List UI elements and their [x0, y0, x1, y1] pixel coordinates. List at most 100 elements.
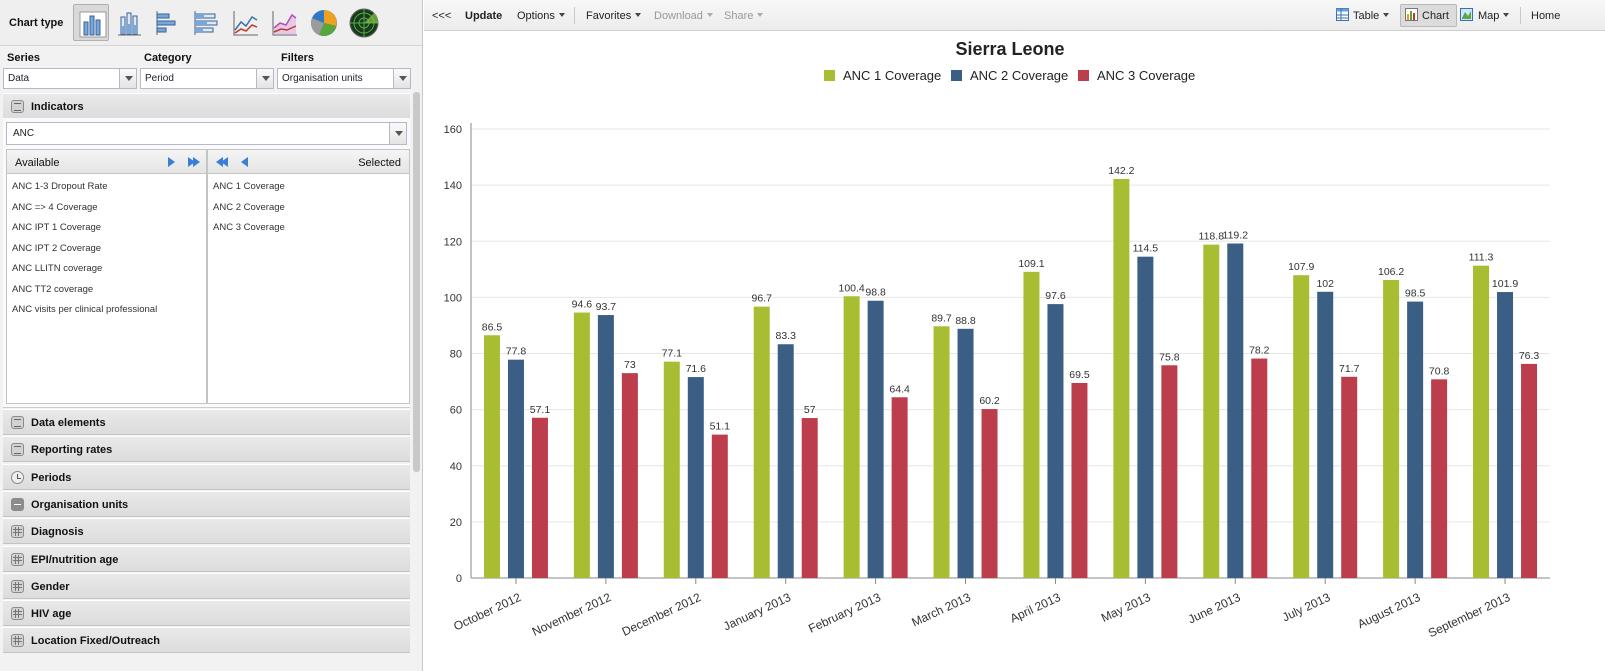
x-tick-label: July 2013 [1280, 590, 1333, 625]
accordion-diagnosis[interactable]: Diagnosis [3, 518, 410, 545]
accordion-gender[interactable]: Gender [3, 572, 410, 599]
download-label: Download [654, 10, 703, 22]
available-item[interactable]: ANC => 4 Coverage [12, 201, 98, 213]
available-item[interactable]: ANC visits per clinical professional [12, 304, 158, 315]
data-label: 109.1 [1018, 258, 1044, 270]
radar-chart-icon [349, 8, 379, 38]
accordion-label: Gender [31, 580, 70, 593]
bar-chart-button[interactable] [149, 4, 185, 41]
bar [1071, 382, 1088, 578]
available-item[interactable]: ANC LLITN coverage [12, 263, 103, 274]
collapse-button[interactable]: <<< [432, 10, 452, 22]
legend-swatch [951, 70, 962, 81]
available-item[interactable]: ANC IPT 2 Coverage [12, 242, 102, 254]
y-tick-label: 120 [444, 236, 462, 248]
stacked-column-chart-icon [118, 12, 141, 36]
data-label: 100.4 [838, 282, 864, 294]
pie-chart-button[interactable] [306, 4, 342, 41]
chart-type-bar: Chart type [0, 0, 422, 46]
bar [1161, 365, 1178, 578]
select-all-arrow-icon[interactable] [188, 157, 195, 167]
chevron-down-icon[interactable] [389, 123, 406, 144]
accordion-indicators[interactable]: Indicators [3, 93, 410, 119]
chevron-down-icon[interactable] [393, 69, 410, 88]
indicator-group-select[interactable]: ANC [6, 122, 407, 145]
series-select[interactable]: Data [3, 68, 137, 89]
radar-chart-button[interactable] [346, 4, 382, 41]
accordion-label: Periods [31, 471, 72, 484]
data-label: 97.6 [1045, 290, 1066, 302]
download-menu[interactable]: Download [654, 10, 713, 22]
data-label: 57.1 [530, 404, 551, 416]
available-item[interactable]: ANC TT2 coverage [12, 283, 94, 295]
accordion-indicators-label: Indicators [31, 101, 84, 113]
chevron-down-icon[interactable] [119, 69, 136, 88]
table-button[interactable]: Table [1353, 10, 1389, 22]
available-item[interactable]: ANC 1-3 Dropout Rate [12, 181, 108, 192]
chart-type-label: Chart type [9, 17, 64, 29]
stacked-column-chart-button[interactable] [111, 4, 147, 41]
series-label: Series [7, 52, 41, 64]
data-label: 88.8 [955, 315, 976, 327]
accordion-data-elements[interactable]: Data elements [3, 409, 410, 435]
accordion-label: Data elements [31, 417, 106, 429]
filters-select[interactable]: Organisation units [277, 68, 411, 89]
accordion-epi-nutrition-age[interactable]: EPI/nutrition age [3, 545, 410, 572]
deselect-all-arrow-icon[interactable] [221, 157, 228, 167]
grid-icon [11, 634, 24, 648]
share-menu[interactable]: Share [724, 10, 763, 22]
y-tick-label: 40 [450, 461, 462, 473]
area-chart-button[interactable] [266, 4, 302, 41]
accordion-reporting-rates[interactable]: Reporting rates [3, 436, 410, 463]
data-label: 75.8 [1159, 351, 1180, 363]
select-all-arrow-icon[interactable] [193, 157, 200, 167]
x-tick-label: October 2012 [451, 590, 523, 634]
favorites-menu[interactable]: Favorites [586, 10, 641, 22]
data-label: 57 [804, 404, 816, 416]
data-label: 98.8 [865, 287, 886, 299]
home-button[interactable]: Home [1531, 10, 1561, 22]
toolbar: <<< Update Options Favorites Download Sh… [424, 0, 1605, 31]
selected-item[interactable]: ANC 2 Coverage [213, 201, 285, 213]
x-tick-label: November 2012 [530, 590, 614, 639]
deselect-all-arrow-icon[interactable] [216, 157, 223, 167]
available-item[interactable]: ANC IPT 1 Coverage [12, 222, 102, 233]
bar [1047, 304, 1064, 578]
chevron-down-icon[interactable] [256, 69, 273, 88]
y-tick-label: 20 [450, 517, 462, 529]
selected-item[interactable]: ANC 1 Coverage [213, 181, 285, 192]
bar [777, 344, 794, 578]
stacked-bar-chart-button[interactable] [187, 4, 223, 41]
bar [1341, 376, 1358, 578]
bar [981, 409, 998, 578]
data-label: 114.5 [1133, 243, 1159, 255]
left-panel: Chart type [0, 0, 423, 671]
data-label: 118.8 [1199, 231, 1225, 243]
line-chart-button[interactable] [227, 4, 263, 41]
indicator-group-value: ANC [13, 128, 35, 139]
selected-item[interactable]: ANC 3 Coverage [213, 222, 285, 233]
accordion-hiv-age[interactable]: HIV age [3, 600, 410, 627]
data-label: 73 [624, 359, 636, 371]
map-button[interactable]: Map [1478, 10, 1509, 22]
update-button[interactable]: Update [465, 10, 503, 22]
toolbar-divider [1520, 7, 1521, 24]
deselect-arrow-icon[interactable] [241, 157, 248, 167]
data-label: 71.7 [1339, 363, 1360, 375]
column-chart-button[interactable] [73, 4, 109, 41]
category-select[interactable]: Period [140, 68, 274, 89]
data-label: 107.9 [1288, 261, 1314, 273]
x-tick-label: January 2013 [721, 590, 793, 634]
options-menu[interactable]: Options [517, 10, 565, 22]
accordion-location-fixed-outreach[interactable]: Location Fixed/Outreach [3, 627, 410, 654]
accordion-periods[interactable]: Periods [3, 463, 410, 490]
bar [1293, 275, 1310, 578]
select-arrow-icon[interactable] [168, 157, 175, 167]
bar [1317, 291, 1334, 578]
chart-label: Chart [1422, 10, 1449, 22]
data-element-icon [11, 443, 24, 457]
accordion-scrollbar[interactable] [413, 92, 420, 472]
bar [1383, 279, 1400, 578]
accordion-organisation-units[interactable]: Organisation units [3, 490, 410, 517]
indicators-panel: ANC Available ANC 1-3 Dropout Rate ANC =>… [3, 118, 410, 408]
